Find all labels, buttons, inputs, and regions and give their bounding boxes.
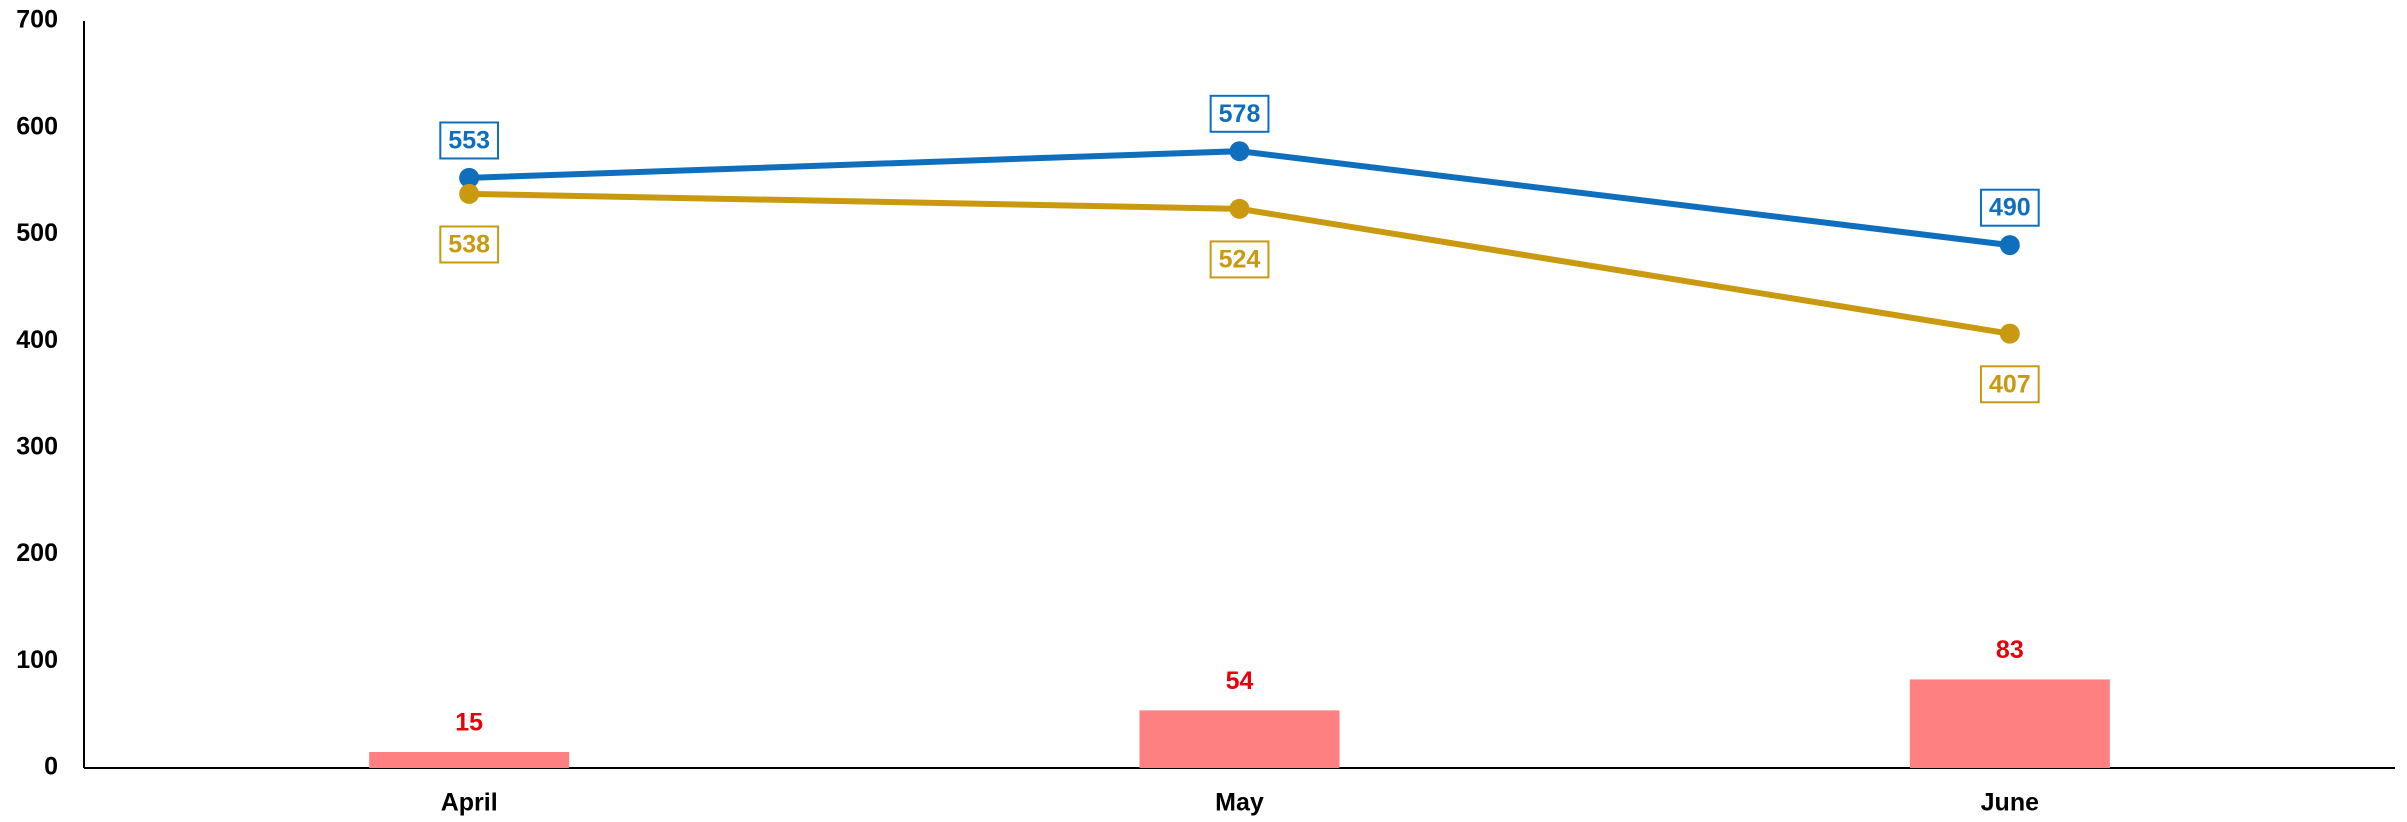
bar — [1909, 679, 2110, 768]
data-label: 54 — [1226, 667, 1254, 695]
y-tick-label: 400 — [16, 326, 58, 354]
data-label-box — [1979, 365, 2040, 404]
point — [459, 167, 480, 188]
data-label-box — [1209, 94, 1270, 133]
point — [459, 183, 480, 204]
point — [1999, 323, 2020, 344]
data-label: 490 — [1989, 194, 2031, 222]
y-tick-label: 700 — [16, 6, 58, 34]
data-label: 83 — [1996, 636, 2024, 664]
data-label-box — [439, 225, 500, 264]
x-tick-label: May — [1215, 789, 1264, 817]
data-label: 538 — [448, 230, 490, 258]
data-label-box — [439, 121, 500, 160]
data-label: 407 — [1989, 370, 2031, 398]
point — [1999, 235, 2020, 256]
x-tick-label: April — [441, 789, 498, 817]
bar — [369, 751, 570, 768]
data-label-box — [1209, 240, 1270, 279]
data-label: 553 — [448, 126, 490, 154]
y-tick-label: 100 — [16, 646, 58, 674]
data-label: 15 — [455, 709, 483, 737]
point — [1229, 198, 1250, 219]
data-label: 578 — [1219, 100, 1261, 128]
y-tick-label: 200 — [16, 539, 58, 567]
y-tick-label: 600 — [16, 112, 58, 140]
y-tick-label: 500 — [16, 219, 58, 247]
y-tick-label: 300 — [16, 432, 58, 460]
data-label-box — [1979, 188, 2040, 227]
bar — [1139, 710, 1340, 768]
point — [1229, 141, 1250, 162]
x-tick-label: June — [1981, 789, 2039, 817]
data-label: 524 — [1219, 245, 1261, 273]
y-tick-label: 0 — [44, 753, 58, 781]
